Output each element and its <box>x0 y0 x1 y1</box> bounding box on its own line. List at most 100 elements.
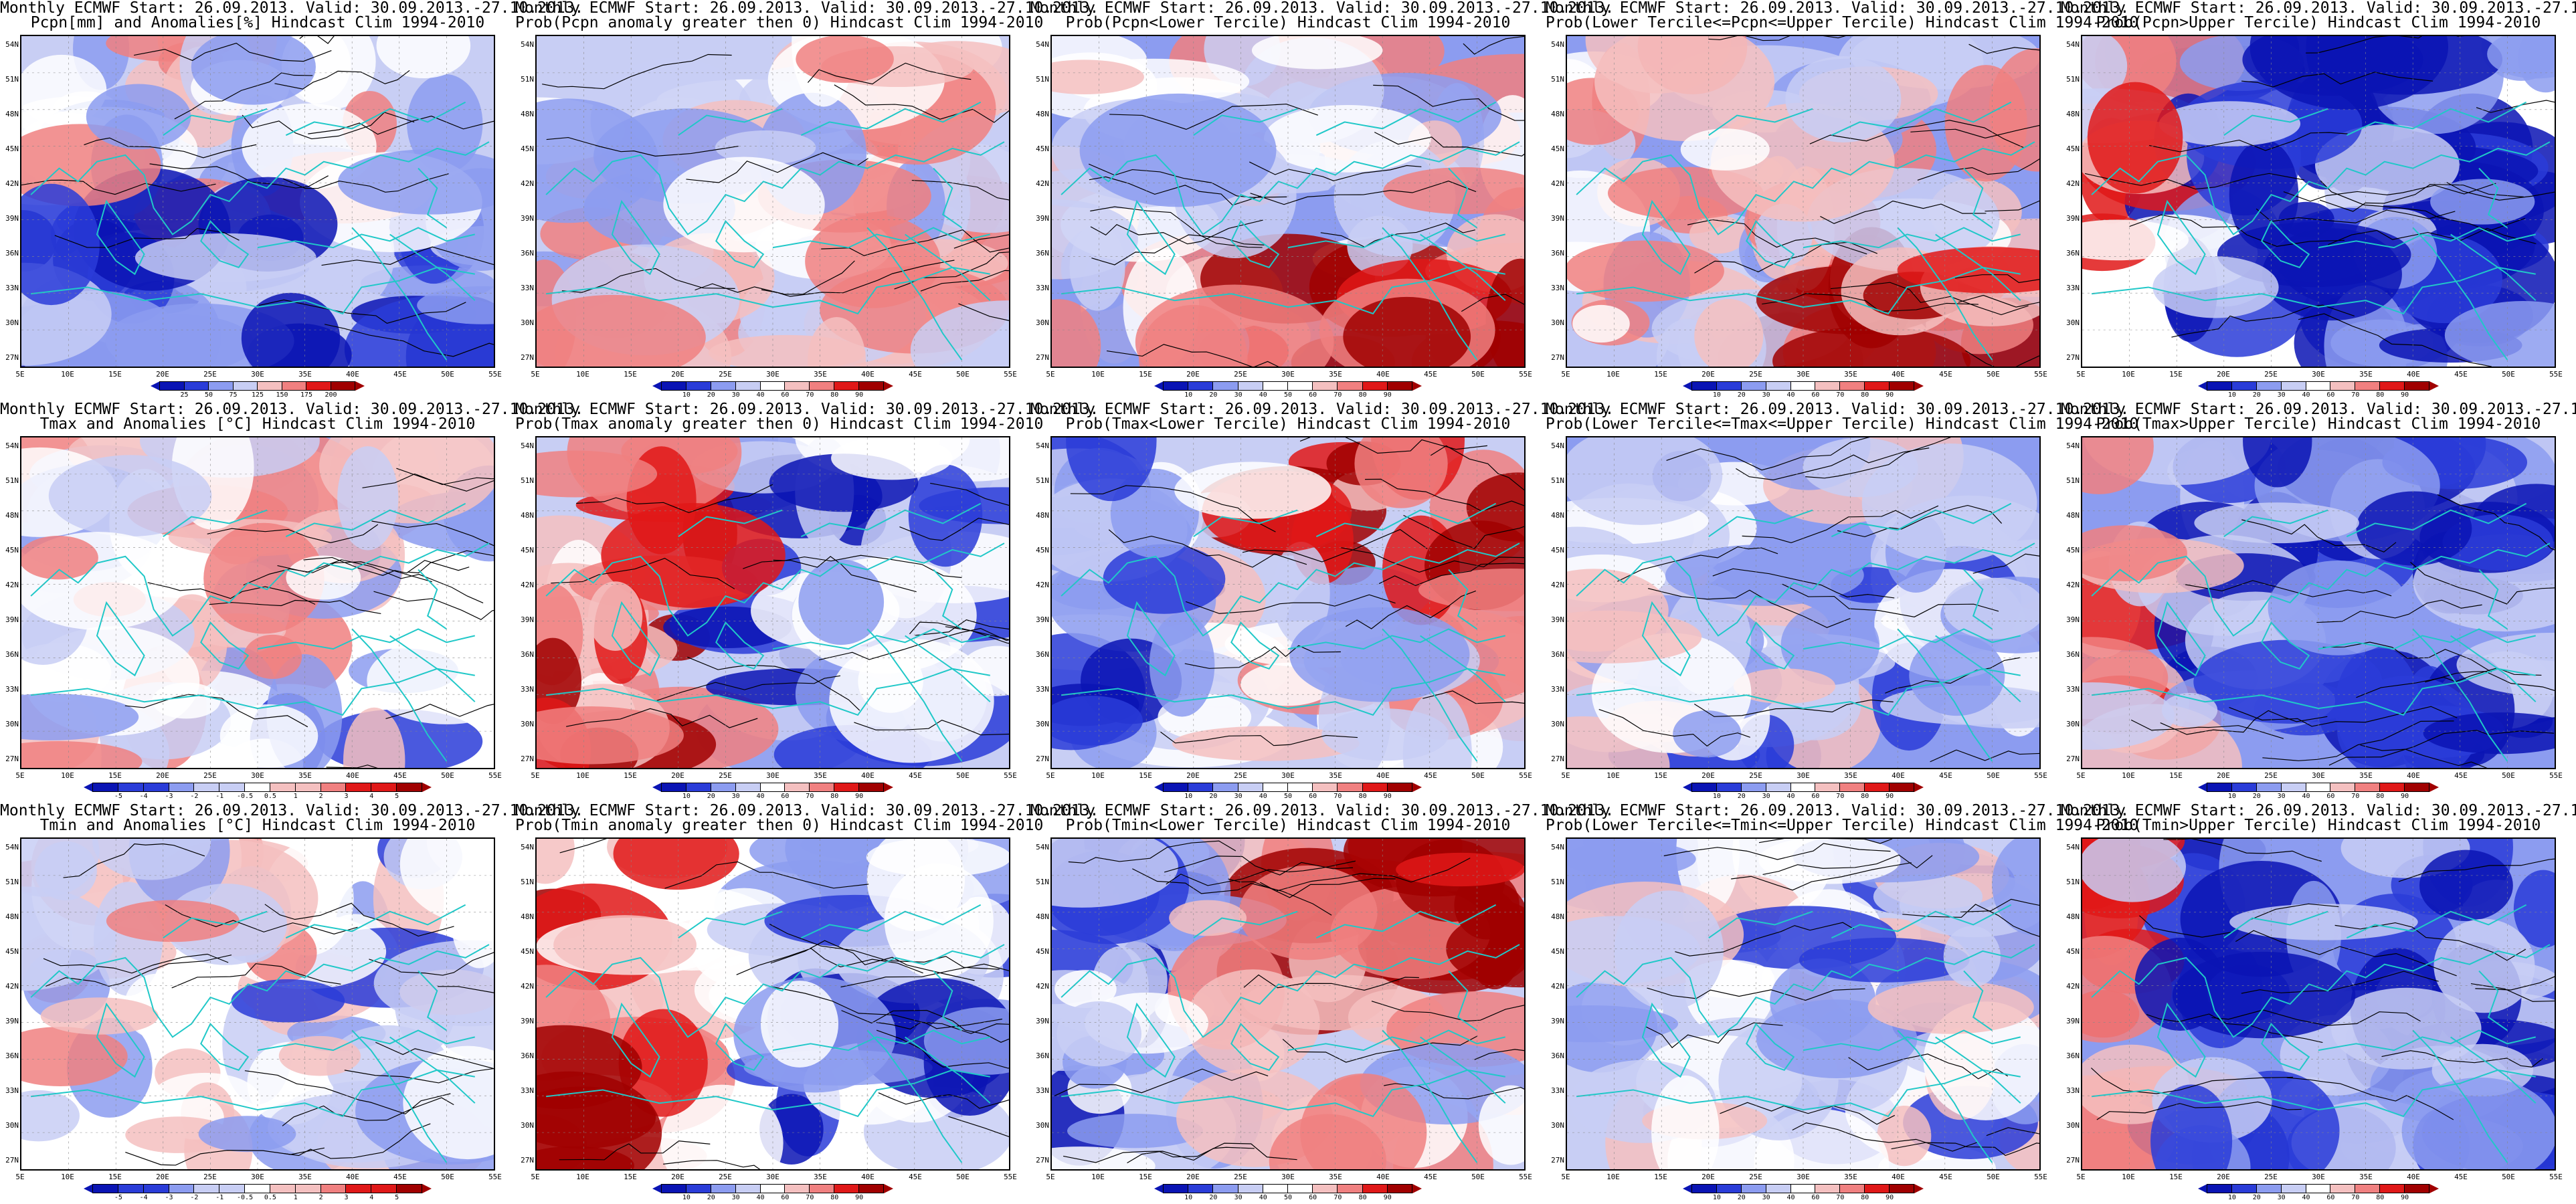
latitude-label: 33N <box>1036 685 1049 694</box>
colorbar-high-arrow <box>1412 783 1422 792</box>
coastline <box>2346 502 2527 538</box>
colorbar-low-arrow <box>2198 783 2207 792</box>
shaded-field-region <box>2243 437 2312 488</box>
colorbar-swatch <box>1386 1184 1413 1193</box>
colorbar-low-arrow <box>2198 381 2207 391</box>
contour-line <box>1782 583 1999 617</box>
coastline <box>1746 621 1795 670</box>
colorbar-tick-label: 40 <box>756 1194 765 1201</box>
contour-line <box>2146 1013 2323 1043</box>
colorbar-swatch <box>1262 783 1289 792</box>
shaded-field-region <box>1354 437 1448 508</box>
contour-line <box>2360 744 2488 768</box>
colorbar-high-arrow <box>1412 381 1422 391</box>
longitude-label: 10E <box>2122 771 2135 780</box>
colorbar-swatch <box>1163 783 1189 792</box>
shaded-field-region <box>2433 918 2535 1013</box>
colorbar-swatch <box>1765 381 1791 391</box>
shaded-field-region <box>1567 1005 1679 1043</box>
longitude-label: 45E <box>1939 370 1952 379</box>
contour-line <box>2320 180 2525 231</box>
latitude-label: 42N <box>5 179 19 188</box>
colorbar-tick-label: 125 <box>251 391 264 399</box>
map-field-svg <box>2082 839 2555 1169</box>
colorbar-low-arrow <box>84 783 93 792</box>
shaded-field-region <box>2487 36 2555 79</box>
longitude-label: 30E <box>2312 1173 2325 1181</box>
panel-title-line1: Monthly ECMWF Start: 26.09.2013. Valid: … <box>515 401 1099 418</box>
colorbar-high-arrow <box>2429 1184 2440 1193</box>
longitude-label: 15E <box>1139 1173 1152 1181</box>
contour-line <box>2096 1101 2302 1120</box>
longitude-label: 15E <box>108 370 122 379</box>
contour-line <box>1598 708 1750 747</box>
colorbar-swatch <box>2280 1184 2306 1193</box>
colorbar-swatch <box>1337 381 1363 391</box>
colorbar-swatch <box>117 783 144 792</box>
coastline <box>2346 904 2527 939</box>
latitude-label: 33N <box>5 1086 19 1095</box>
colorbar-tick-label: 3 <box>344 793 349 800</box>
contour-line <box>1132 868 1332 916</box>
coastline <box>545 944 1005 1038</box>
colorbar-tick-label: 25 <box>180 391 189 399</box>
colorbar-high-arrow <box>355 381 365 391</box>
latitude-label: 48N <box>2066 511 2080 520</box>
colorbar-swatch <box>809 381 835 391</box>
contour-line <box>2241 971 2439 994</box>
forecast-map-panel: Monthly ECMWF Start: 26.09.2013. Valid: … <box>1546 401 2138 803</box>
coastline <box>772 628 990 650</box>
colorbar-tick-label: 30 <box>1762 793 1770 800</box>
latitude-label: 42N <box>1036 581 1049 589</box>
colorbar-swatch <box>661 381 686 391</box>
panel-title-line1: Monthly ECMWF Start: 26.09.2013. Valid: … <box>1030 802 1615 819</box>
latitude-label: 45N <box>1551 144 1564 153</box>
contour-line <box>1346 590 1477 629</box>
latitude-label: 36N <box>1036 650 1049 659</box>
colorbar-tick-label: -0.5 <box>237 1194 254 1201</box>
contour-line <box>1675 922 1855 957</box>
colorbar-swatch <box>784 1184 810 1193</box>
coastline <box>1230 621 1280 670</box>
coastline <box>905 635 991 702</box>
shaded-field-region <box>2158 101 2301 146</box>
colorbar-swatch <box>1716 783 1742 792</box>
coastline <box>1708 509 1813 538</box>
coastline <box>200 219 250 268</box>
latitude-label: 27N <box>1036 1156 1049 1165</box>
longitude-label: 30E <box>766 771 779 780</box>
contour-line <box>2334 922 2526 961</box>
longitude-label: 20E <box>1186 771 1200 780</box>
longitude-label: 35E <box>814 771 827 780</box>
coastline <box>1576 1069 2021 1118</box>
coastline <box>2478 970 2508 1031</box>
colorbar-tick-label: 1 <box>293 1194 298 1201</box>
colorbar-swatch <box>2231 1184 2257 1193</box>
colorbar-tick-label: -2 <box>190 1194 199 1201</box>
longitude-label: 55E <box>1004 771 1017 780</box>
coastline <box>611 199 660 276</box>
coastline <box>2223 910 2328 939</box>
longitude-label: 5E <box>531 771 540 780</box>
colorbar-tick-label: 10 <box>682 1194 691 1201</box>
coastline <box>389 233 476 301</box>
latitude-label: 30N <box>5 1121 19 1130</box>
latitude-label: 27N <box>2066 1156 2080 1165</box>
contour-line <box>1762 293 1979 312</box>
colorbar <box>1683 381 1924 391</box>
coastline <box>1831 502 2012 538</box>
latitude-label: 48N <box>521 110 534 118</box>
contour-line <box>1063 1146 1255 1163</box>
longitude-label: 40E <box>2407 1173 2420 1181</box>
colorbar-tick-label: 20 <box>707 391 715 399</box>
contour-line <box>1830 282 2029 316</box>
latitude-label: 36N <box>1551 650 1564 659</box>
colorbar-swatch <box>1312 783 1338 792</box>
colorbar-tick-label: 80 <box>2376 793 2385 800</box>
colorbar-swatch <box>809 1184 835 1193</box>
longitude-label: 35E <box>814 1173 827 1181</box>
shaded-field-region <box>1567 240 1724 302</box>
map-field-svg <box>21 437 494 768</box>
shaded-field-region <box>2194 502 2359 544</box>
shaded-field-region <box>553 915 697 975</box>
